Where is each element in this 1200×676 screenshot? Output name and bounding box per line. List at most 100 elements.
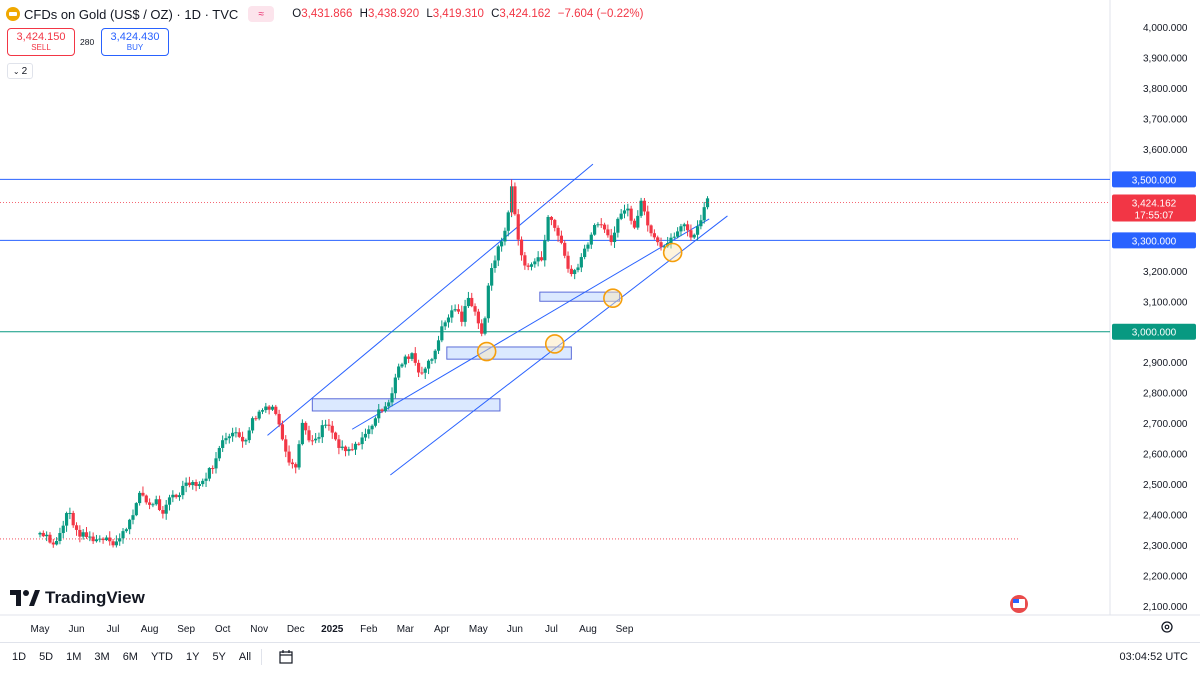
candle-body — [197, 484, 202, 486]
candle-body — [121, 531, 125, 539]
settings-gear-icon[interactable] — [1160, 620, 1174, 634]
utc-clock[interactable]: 03:04:52 UTC — [1119, 651, 1188, 663]
candle-body — [656, 237, 660, 243]
candle-body — [270, 406, 275, 410]
price-axis-label: 2,300.000 — [1143, 541, 1188, 552]
candle-body — [45, 534, 49, 537]
candle-body — [410, 353, 414, 359]
candle-body — [214, 458, 218, 469]
candle-body — [397, 366, 401, 378]
candle-body — [51, 542, 55, 545]
symbol-title[interactable]: CFDs on Gold (US$ / OZ) · 1D · TVC — [24, 6, 239, 22]
buy-price: 3,424.430 — [110, 31, 160, 43]
candle-body — [204, 478, 208, 481]
price-axis-label: 3,100.000 — [1143, 297, 1188, 308]
range-3m[interactable]: 3M — [94, 651, 110, 663]
candle-body — [320, 425, 324, 438]
level-price-badge-text: 3,300.000 — [1132, 236, 1177, 247]
supply-zone-box — [311, 398, 501, 412]
indicators-count: 2 — [21, 65, 28, 77]
time-axis-label: Aug — [141, 624, 159, 635]
candle-body — [466, 297, 471, 307]
tradingview-logo[interactable]: TradingView — [10, 588, 145, 608]
candle-body — [250, 418, 255, 431]
candle-body — [682, 224, 686, 227]
candle-body — [685, 224, 690, 231]
candle-body — [403, 356, 407, 365]
candle-body — [221, 440, 225, 448]
sell-price: 3,424.150 — [16, 31, 66, 43]
candle-body — [284, 439, 288, 452]
price-chart[interactable]: 4,000.000 3,900.000 3,800.000 3,700.000 3,60… — [0, 0, 1200, 642]
candle-body — [191, 482, 195, 486]
price-axis-label: 2,900.000 — [1143, 358, 1188, 369]
highlight-circle — [662, 242, 683, 263]
candle-body — [463, 306, 467, 322]
indicators-toggle[interactable]: ⌄ 2 — [7, 63, 33, 79]
candle-body — [483, 318, 487, 334]
candle-body — [81, 532, 85, 537]
candle-body — [234, 432, 238, 434]
candle-body — [400, 364, 404, 367]
candle-body — [456, 309, 461, 312]
candle-body — [529, 264, 534, 267]
time-axis-label: Sep — [177, 624, 195, 635]
range-1d[interactable]: 1D — [12, 651, 27, 663]
time-axis-label: Jun — [68, 624, 84, 635]
range-1y[interactable]: 1Y — [185, 651, 200, 663]
candle-body — [616, 218, 620, 233]
candle-body — [108, 537, 112, 542]
price-axis-label: 2,200.000 — [1143, 572, 1188, 583]
candle-body — [167, 497, 172, 505]
candle-body — [111, 541, 115, 546]
candle-body — [71, 512, 75, 526]
candle-body — [426, 360, 431, 369]
countdown-text: 17:55:07 — [1135, 210, 1174, 221]
candle-body — [453, 309, 457, 311]
range-1m[interactable]: 1M — [66, 651, 82, 663]
candle-body — [702, 207, 706, 221]
range-5y[interactable]: 5Y — [212, 651, 226, 663]
candle-body — [556, 227, 560, 236]
candle-body — [569, 268, 573, 275]
candle-body — [114, 541, 118, 546]
sell-button[interactable]: 3,424.150 SELL — [7, 28, 75, 56]
time-axis-label: Jul — [107, 624, 120, 635]
candle-body — [413, 353, 417, 363]
candle-body — [433, 350, 437, 360]
candle-body — [490, 268, 494, 286]
candle-body — [420, 372, 424, 374]
candle-body — [41, 532, 45, 537]
candle-body — [387, 402, 391, 407]
candle-body — [274, 406, 278, 414]
level-price-badge-text: 3,500.000 — [1132, 175, 1177, 186]
candle-body — [184, 482, 188, 486]
candle-body — [383, 406, 387, 412]
us-event-icon-canton — [1013, 599, 1019, 603]
time-axis-label: Feb — [360, 624, 378, 635]
candle-body — [679, 226, 683, 232]
range-6m[interactable]: 6M — [122, 651, 138, 663]
calendar-goto-icon[interactable] — [278, 649, 294, 665]
time-axis-label: May — [31, 624, 50, 635]
candle-body — [363, 433, 368, 438]
candle-body — [164, 504, 168, 514]
candle-body — [147, 502, 152, 505]
candle-body — [695, 226, 700, 235]
range-ytd[interactable]: YTD — [150, 651, 173, 663]
buy-button[interactable]: 3,424.430 BUY — [101, 28, 169, 56]
range-all[interactable]: All — [238, 651, 252, 663]
market-status-icon[interactable]: ≈ — [248, 6, 275, 22]
price-axis-label: 3,600.000 — [1143, 145, 1188, 156]
candle-body — [357, 443, 361, 445]
candle-body — [38, 532, 42, 535]
price-axis-label: 2,100.000 — [1143, 602, 1188, 613]
candle-body — [297, 444, 301, 468]
candle-body — [486, 285, 490, 319]
range-5d[interactable]: 5D — [39, 651, 54, 663]
trend-channel-line — [351, 218, 710, 430]
candle-body — [589, 234, 593, 245]
candle-body — [174, 494, 178, 498]
candle-body — [596, 224, 600, 226]
candle-body — [244, 440, 248, 442]
